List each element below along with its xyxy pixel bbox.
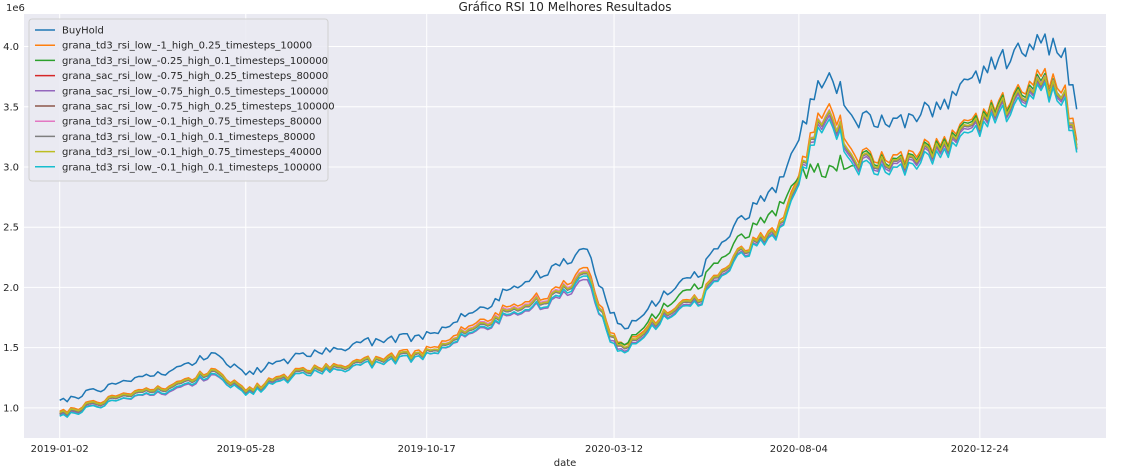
x-tick-label: 2019-01-02 — [31, 444, 89, 455]
x-tick-label: 2019-05-28 — [217, 444, 275, 455]
y-tick-label: 1.0 — [3, 403, 19, 414]
y-tick-label: 3.5 — [3, 102, 19, 113]
legend: BuyHold grana_td3_rsi_low_-1_high_0.25_ti… — [28, 18, 335, 182]
y-tick-label: 4.0 — [3, 42, 19, 53]
legend-label: grana_td3_rsi_low_-0.25_high_0.1_timeste… — [62, 56, 328, 67]
x-tick-labels: 2019-01-02 2019-05-28 2019-10-17 2020-03-12… — [31, 444, 1009, 455]
y-tick-label: 3.0 — [3, 162, 19, 173]
series-lines — [59, 33, 1078, 418]
x-tick-label: 2020-08-04 — [770, 444, 828, 455]
legend-label: grana_td3_rsi_low_-0.1_high_0.75_timeste… — [62, 147, 322, 158]
legend-label: grana_td3_rsi_low_-1_high_0.25_timesteps… — [62, 41, 312, 52]
x-tick-label: 2019-10-17 — [398, 444, 456, 455]
legend-label: grana_td3_rsi_low_-0.1_high_0.75_timeste… — [62, 117, 322, 128]
x-tick-label: 2020-03-12 — [585, 444, 643, 455]
legend-label: grana_sac_rsi_low_-0.75_high_0.25_timest… — [62, 102, 335, 113]
x-tick-label: 2020-12-24 — [951, 444, 1009, 455]
chart-title: Gráfico RSI 10 Melhores Resultados — [458, 0, 671, 14]
series-line — [59, 82, 1078, 418]
legend-label: grana_sac_rsi_low_-0.75_high_0.5_timeste… — [62, 86, 328, 97]
y-tick-label: 2.0 — [3, 283, 19, 294]
x-axis-label: date — [554, 458, 577, 469]
series-line — [59, 67, 1078, 414]
legend-box — [28, 18, 329, 182]
legend-label: BuyHold — [62, 26, 104, 37]
series-line — [59, 75, 1078, 415]
legend-label: grana_td3_rsi_low_-0.1_high_0.1_timestep… — [62, 162, 322, 173]
series-line — [59, 33, 1078, 403]
y-scale-label: 1e6 — [6, 3, 25, 14]
y-tick-labels: 1.0 1.5 2.0 2.5 3.0 3.5 4.0 — [3, 42, 19, 414]
y-tick-label: 2.5 — [3, 223, 19, 234]
legend-label: grana_sac_rsi_low_-0.75_high_0.25_timest… — [62, 71, 328, 82]
y-tick-label: 1.5 — [3, 343, 19, 354]
legend-label: grana_td3_rsi_low_-0.1_high_0.1_timestep… — [62, 132, 315, 143]
legend-items: BuyHold grana_td3_rsi_low_-1_high_0.25_ti… — [35, 26, 335, 173]
